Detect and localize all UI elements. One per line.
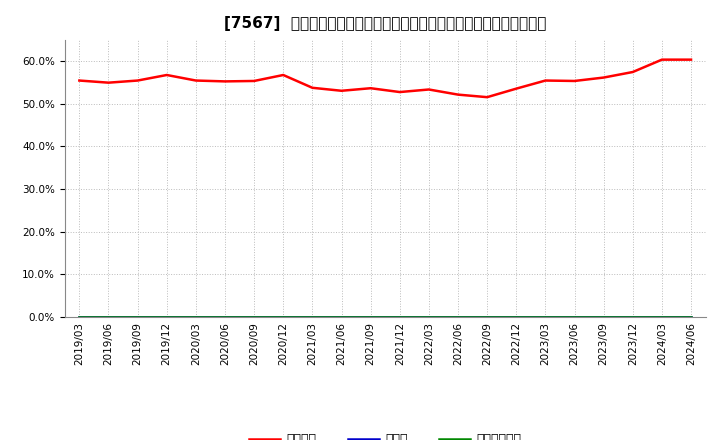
Legend: 自己資本, のれん, 繰延税金資産: 自己資本, のれん, 繰延税金資産	[244, 429, 526, 440]
繰延税金資産	[133, 314, 142, 319]
のれん	[687, 314, 696, 319]
のれん	[75, 314, 84, 319]
自己資本	[599, 75, 608, 80]
のれん	[220, 314, 229, 319]
自己資本	[192, 78, 200, 83]
自己資本	[454, 92, 462, 97]
繰延税金資産	[104, 314, 113, 319]
のれん	[337, 314, 346, 319]
繰延税金資産	[599, 314, 608, 319]
繰延税金資産	[279, 314, 287, 319]
繰延税金資産	[425, 314, 433, 319]
のれん	[629, 314, 637, 319]
自己資本	[687, 57, 696, 62]
繰延税金資産	[483, 314, 492, 319]
繰延税金資産	[541, 314, 550, 319]
繰延税金資産	[366, 314, 375, 319]
のれん	[308, 314, 317, 319]
のれん	[512, 314, 521, 319]
のれん	[483, 314, 492, 319]
自己資本	[570, 78, 579, 84]
のれん	[250, 314, 258, 319]
自己資本	[279, 72, 287, 77]
自己資本	[483, 95, 492, 100]
自己資本	[541, 78, 550, 83]
のれん	[104, 314, 113, 319]
Line: 自己資本: 自己資本	[79, 60, 691, 97]
Title: [7567]  自己資本、のれん、繰延税金資産の総資産に対する比率の推移: [7567] 自己資本、のれん、繰延税金資産の総資産に対する比率の推移	[224, 16, 546, 32]
自己資本	[250, 78, 258, 84]
のれん	[279, 314, 287, 319]
自己資本	[657, 57, 666, 62]
自己資本	[104, 80, 113, 85]
繰延税金資産	[512, 314, 521, 319]
繰延税金資産	[163, 314, 171, 319]
自己資本	[425, 87, 433, 92]
繰延税金資産	[454, 314, 462, 319]
自己資本	[395, 89, 404, 95]
自己資本	[220, 79, 229, 84]
のれん	[454, 314, 462, 319]
のれん	[599, 314, 608, 319]
自己資本	[337, 88, 346, 93]
繰延税金資産	[192, 314, 200, 319]
自己資本	[75, 78, 84, 83]
繰延税金資産	[250, 314, 258, 319]
自己資本	[512, 86, 521, 91]
のれん	[541, 314, 550, 319]
自己資本	[163, 72, 171, 77]
繰延税金資産	[75, 314, 84, 319]
のれん	[657, 314, 666, 319]
繰延税金資産	[687, 314, 696, 319]
のれん	[192, 314, 200, 319]
のれん	[163, 314, 171, 319]
自己資本	[133, 78, 142, 83]
自己資本	[308, 85, 317, 91]
自己資本	[629, 70, 637, 75]
繰延税金資産	[337, 314, 346, 319]
繰延税金資産	[395, 314, 404, 319]
繰延税金資産	[657, 314, 666, 319]
繰延税金資産	[308, 314, 317, 319]
繰延税金資産	[629, 314, 637, 319]
のれん	[570, 314, 579, 319]
のれん	[133, 314, 142, 319]
のれん	[366, 314, 375, 319]
繰延税金資産	[570, 314, 579, 319]
のれん	[395, 314, 404, 319]
繰延税金資産	[220, 314, 229, 319]
自己資本	[366, 85, 375, 91]
のれん	[425, 314, 433, 319]
